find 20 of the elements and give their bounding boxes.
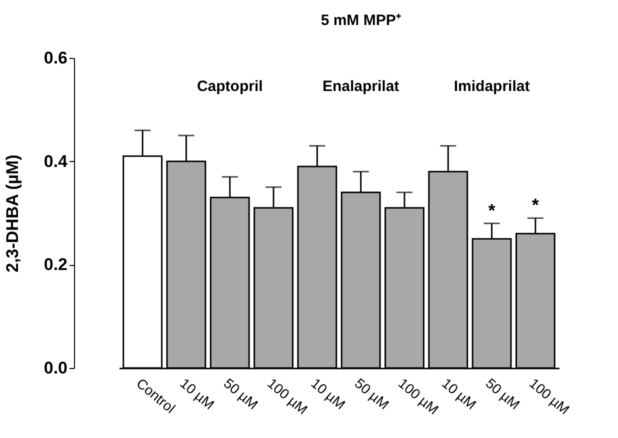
text: 5 mM MPP⁺ xyxy=(320,12,401,29)
annotation: Captopril xyxy=(196,78,263,95)
annotation: Enalaprilat xyxy=(322,78,400,95)
x-tick-label: 10 µM xyxy=(308,374,348,412)
x-tick-label: 50 µM xyxy=(352,374,392,412)
x-tick-label: 50 µM xyxy=(482,374,524,412)
x-tick-label: 100 µM xyxy=(395,374,442,418)
annotation: * xyxy=(488,200,496,220)
x-tick-label: 100 µM xyxy=(526,374,573,418)
x-tick-label: 50 µM xyxy=(220,374,262,412)
y-tick-label: 0.6 xyxy=(44,48,68,68)
y-axis-title: 2,3-DHBA (µM) xyxy=(2,154,22,272)
y-tick-label: 0.0 xyxy=(44,358,68,378)
x-tick-label: 10 µM xyxy=(439,374,480,412)
annotation: Imidaprilat xyxy=(454,78,530,95)
y-tick-label: 0.2 xyxy=(44,255,68,274)
x-tick-label: 10 µM xyxy=(177,374,218,412)
annotation: * xyxy=(532,195,539,216)
x-tick-label: 100 µM xyxy=(264,374,311,418)
y-tick-label: 0.4 xyxy=(44,152,68,171)
